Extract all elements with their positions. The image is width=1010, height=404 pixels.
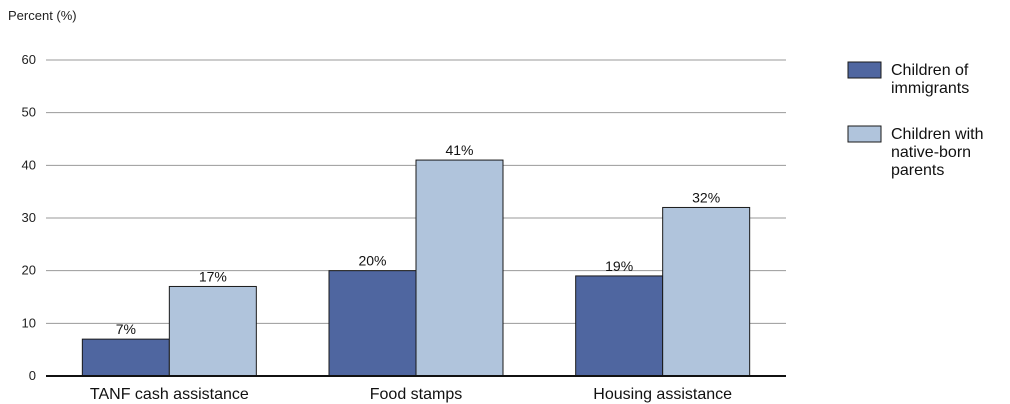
bar-series2-2 [662, 206, 751, 377]
data-label-series2-2: 32% [692, 189, 720, 205]
x-tick-label-2: Housing assistance [593, 386, 732, 403]
labels: 0 10 20 30 40 50 60 7% 17% TANF cash assistance 20… [22, 52, 733, 403]
legend-label-series1-line1: Children of [891, 62, 969, 79]
data-label-series2-0: 17% [199, 268, 227, 284]
legend-swatch-series2 [847, 125, 882, 143]
data-label-series2-1: 41% [445, 142, 473, 158]
legend-label-series2-line1: Children with [891, 126, 983, 143]
y-tick-label-50: 50 [22, 105, 36, 120]
y-tick-label-20: 20 [22, 263, 36, 278]
bars [81, 159, 751, 377]
x-tick-label-0: TANF cash assistance [90, 386, 249, 403]
data-label-series1-2: 19% [605, 258, 633, 274]
data-label-series1-0: 7% [116, 321, 136, 337]
y-tick-label-0: 0 [29, 368, 36, 383]
legend-label-series2-line3: parents [891, 162, 944, 179]
y-tick-label-30: 30 [22, 210, 36, 225]
bar-series1-2 [575, 275, 664, 377]
legend-label-series1-line2: immigrants [891, 80, 969, 97]
y-tick-label-10: 10 [22, 315, 36, 330]
bar-series1-0 [81, 338, 170, 377]
y-tick-label-40: 40 [22, 157, 36, 172]
bar-series1-1 [328, 270, 417, 377]
y-axis-title: Percent (%) [8, 8, 77, 23]
legend-swatch-series1 [847, 61, 882, 79]
data-label-series1-1: 20% [358, 253, 386, 269]
x-tick-label-1: Food stamps [370, 386, 462, 403]
bar-series2-0 [168, 285, 257, 377]
legend-label-series2-line2: native-born [891, 144, 971, 161]
bar-series2-1 [415, 159, 504, 377]
y-tick-label-60: 60 [22, 52, 36, 67]
